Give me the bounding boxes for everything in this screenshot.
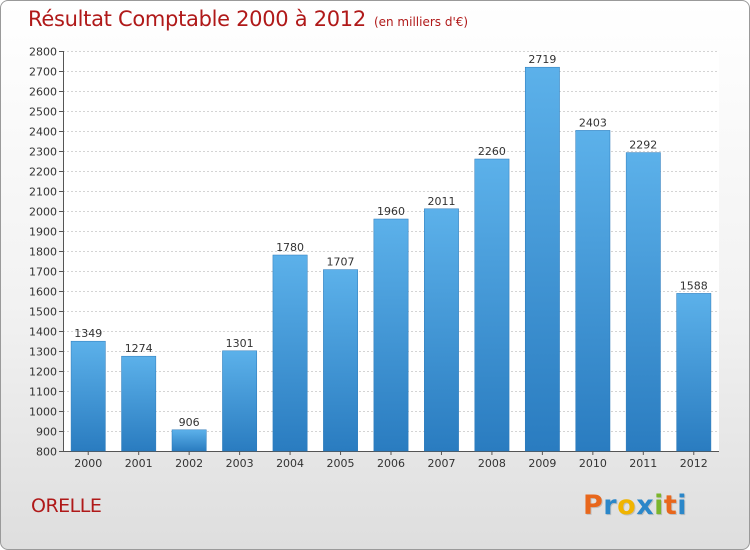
y-tick-label: 2600 [29,86,57,99]
y-tick-label: 1300 [29,346,57,359]
y-tick-label: 1700 [29,266,57,279]
x-tick-label-2002: 2002 [175,457,203,470]
bar-2012[interactable] [676,293,712,452]
x-tick-label-2008: 2008 [478,457,506,470]
y-tick-label: 2700 [29,66,57,79]
x-tick-label-2009: 2009 [528,457,556,470]
chart-title-text: Résultat Comptable 2000 à 2012 [28,7,366,31]
data-label-2001: 1274 [125,342,153,355]
bar-2009[interactable] [524,66,560,452]
data-label-2002: 906 [179,416,200,429]
y-tick-label: 800 [36,446,57,459]
y-tick-label: 1100 [29,386,57,399]
y-tick-label: 2000 [29,206,57,219]
y-tick-label: 1500 [29,306,57,319]
x-tick-label-2012: 2012 [680,457,708,470]
y-tick-label: 2400 [29,126,57,139]
bar-2007[interactable] [424,208,459,452]
y-tick-label: 1800 [29,246,57,259]
bar-2005[interactable] [323,269,358,452]
data-label-2012: 1588 [680,279,708,292]
bar-2001[interactable] [121,355,157,452]
y-tick-label: 2500 [29,106,57,119]
logo-letter: r [603,490,618,521]
y-tick-label: 2800 [29,46,57,59]
data-label-2007: 2011 [427,195,455,208]
y-tick-label: 2100 [29,186,57,199]
x-tick-label-2003: 2003 [226,457,254,470]
y-tick-label: 1000 [29,406,57,419]
proxiti-logo[interactable]: Proxiti [583,490,687,521]
y-tick-label: 1900 [29,226,57,239]
data-label-2011: 2292 [629,139,657,152]
bar-2006[interactable] [373,218,409,452]
bar-2010[interactable] [575,130,611,452]
logo-letter: i [677,490,688,521]
bar-2003[interactable] [222,350,258,452]
x-tick-label-2000: 2000 [74,457,102,470]
y-tick-label: 900 [36,426,57,439]
logo-letter: i [654,490,664,521]
logo-letter: P [583,490,604,521]
bar-2011[interactable] [625,152,661,452]
bar-2000[interactable] [70,340,106,452]
data-label-2008: 2260 [478,145,506,158]
commune-name: ORELLE [31,495,102,517]
data-label-2000: 1349 [74,327,102,340]
chart-title: Résultat Comptable 2000 à 2012 (en millie… [28,7,468,31]
logo-letter: x [636,490,655,521]
x-tick-label-2005: 2005 [327,457,355,470]
x-tick-label-2001: 2001 [125,457,153,470]
data-label-2006: 1960 [377,205,405,218]
y-tick-label: 2300 [29,146,57,159]
bar-2004[interactable] [272,254,308,452]
data-label-2010: 2403 [579,116,607,129]
x-tick-label-2011: 2011 [629,457,657,470]
y-tick-label: 1400 [29,326,57,339]
data-label-2005: 1707 [327,256,355,269]
chart-subtitle: (en milliers d'€) [373,15,469,29]
bar-2008[interactable] [474,158,510,452]
data-label-2009: 2719 [528,53,556,66]
x-tick-label-2004: 2004 [276,457,304,470]
data-label-2003: 1301 [226,337,254,350]
y-tick-label: 1200 [29,366,57,379]
y-tick-label: 2200 [29,166,57,179]
logo-letter: t [663,490,678,521]
x-tick-label-2006: 2006 [377,457,405,470]
bar-2002[interactable] [171,429,207,452]
logo-letter: o [617,490,637,521]
data-label-2004: 1780 [276,241,304,254]
y-tick-label: 1600 [29,286,57,299]
x-tick-label-2007: 2007 [427,457,455,470]
x-tick-label-2010: 2010 [579,457,607,470]
